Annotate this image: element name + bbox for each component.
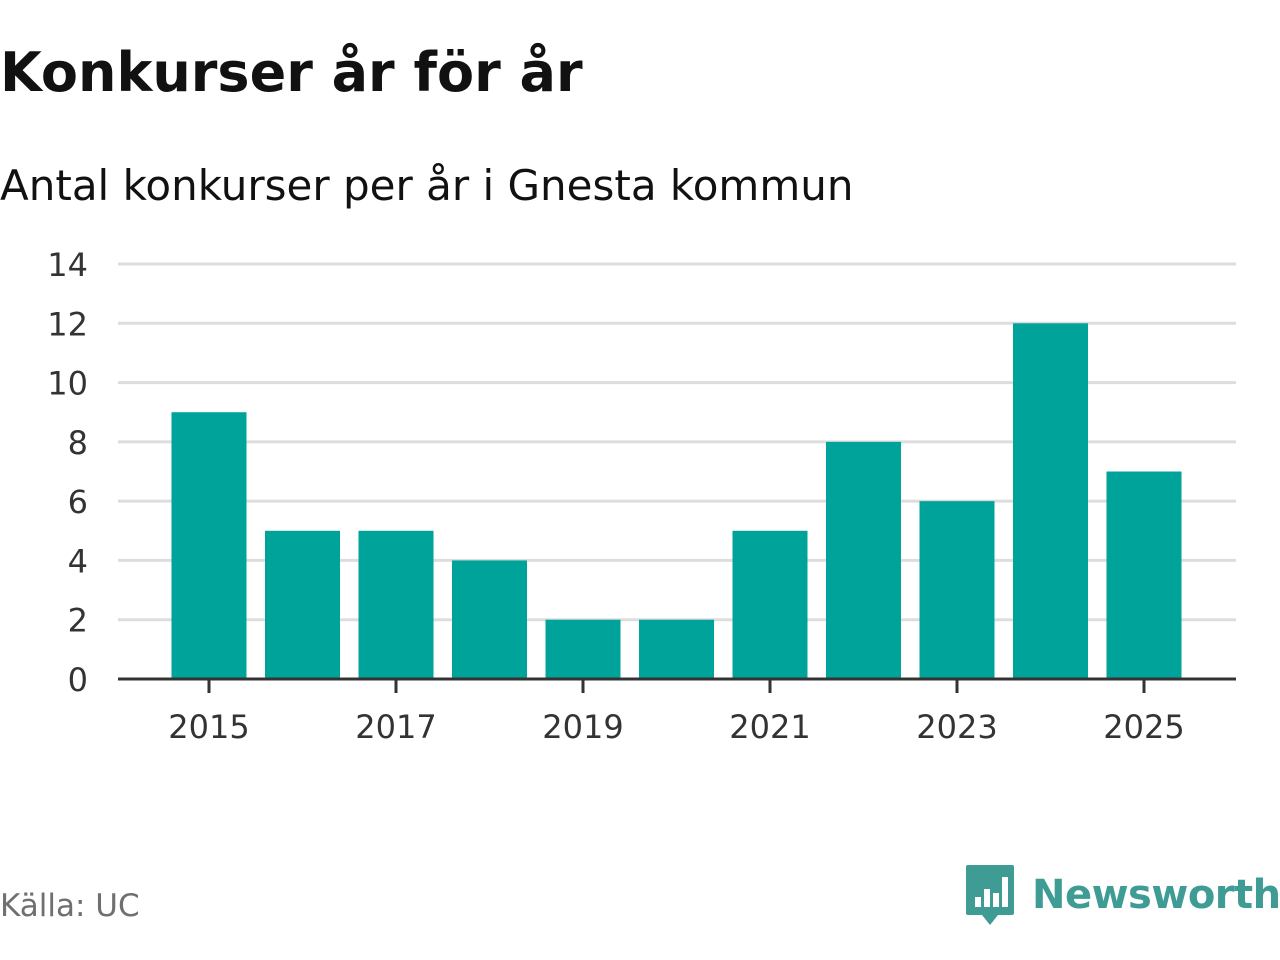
- chart-subtitle: Antal konkurser per år i Gnesta kommun: [0, 161, 854, 210]
- x-tick-label: 2015: [168, 708, 249, 746]
- chart-title: Konkurser år för år: [0, 41, 583, 104]
- bar-2015: [171, 412, 247, 679]
- bar-2021: [732, 530, 808, 679]
- bar-2019: [545, 619, 621, 679]
- bar-2025: [1106, 471, 1182, 679]
- x-tick-label: 2025: [1103, 708, 1184, 746]
- y-axis-ticks: 0 2 4 6 8 10 12 14: [47, 246, 88, 699]
- y-tick-label: 8: [68, 424, 88, 462]
- y-tick-label: 2: [68, 602, 88, 640]
- bar-2024: [1013, 323, 1088, 679]
- bar-2018: [452, 560, 527, 679]
- bar-2017: [358, 530, 434, 679]
- y-tick-label: 0: [68, 661, 88, 699]
- bars: [171, 323, 1182, 679]
- x-tick-label: 2017: [355, 708, 436, 746]
- y-tick-label: 12: [47, 305, 88, 343]
- y-tick-label: 6: [68, 483, 88, 521]
- y-tick-label: 4: [68, 542, 88, 580]
- brand: Newsworthy: [964, 862, 1280, 928]
- bar-2020: [639, 619, 714, 679]
- y-tick-label: 14: [47, 246, 88, 284]
- bar-2022: [826, 441, 901, 679]
- bar-2023: [919, 501, 995, 679]
- x-tick-label: 2021: [729, 708, 810, 746]
- x-tick-label: 2019: [542, 708, 623, 746]
- x-axis-ticks: 2015 2017 2019 2021 2023 2025: [168, 679, 1185, 746]
- bar-2016: [265, 530, 340, 679]
- y-tick-label: 10: [47, 365, 88, 403]
- x-tick-label: 2023: [916, 708, 997, 746]
- brand-name: Newsworthy: [1032, 872, 1280, 918]
- newsworthy-logo-icon: [966, 865, 1014, 925]
- source-note: Källa: UC: [0, 888, 140, 924]
